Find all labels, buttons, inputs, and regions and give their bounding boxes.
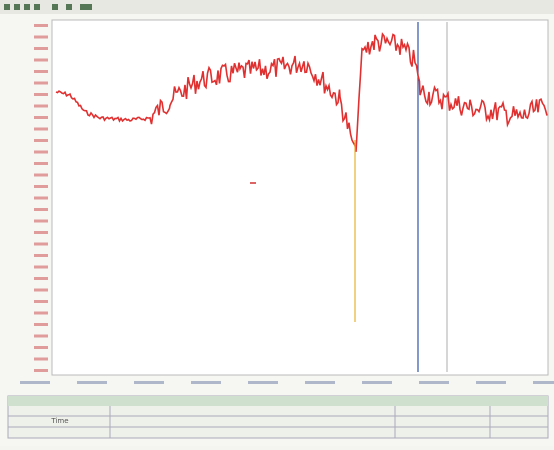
y-label-placeholder: [34, 24, 48, 27]
y-label-placeholder: [34, 82, 48, 85]
icon[interactable]: [52, 4, 58, 10]
y-label-placeholder: [34, 277, 48, 280]
x-label-placeholder: [476, 381, 506, 384]
y-label-placeholder: [34, 151, 48, 154]
x-label-placeholder: [248, 381, 278, 384]
y-label-placeholder: [34, 116, 48, 119]
icon[interactable]: [24, 4, 30, 10]
x-label-placeholder: [77, 381, 107, 384]
x-label-placeholder: [533, 381, 554, 384]
x-label-placeholder: [191, 381, 221, 384]
icon[interactable]: [34, 4, 40, 10]
icon[interactable]: [66, 4, 72, 10]
y-label-placeholder: [34, 208, 48, 211]
y-label-placeholder: [34, 254, 48, 257]
y-label-placeholder: [34, 70, 48, 73]
y-label-placeholder: [34, 174, 48, 177]
x-label-placeholder: [20, 381, 50, 384]
x-label-placeholder: [419, 381, 449, 384]
y-label-placeholder: [34, 220, 48, 223]
y-label-placeholder: [34, 358, 48, 361]
y-label-placeholder: [34, 139, 48, 142]
y-label-placeholder: [34, 243, 48, 246]
screen: Time: [0, 0, 554, 446]
y-label-placeholder: [34, 162, 48, 165]
y-label-placeholder: [34, 346, 48, 349]
y-label-placeholder: [34, 185, 48, 188]
y-label-placeholder: [34, 323, 48, 326]
y-label-placeholder: [34, 289, 48, 292]
y-label-placeholder: [34, 128, 48, 131]
y-label-placeholder: [34, 231, 48, 234]
y-label-placeholder: [34, 59, 48, 62]
y-label-placeholder: [34, 266, 48, 269]
x-label-placeholder: [305, 381, 335, 384]
y-label-placeholder: [34, 335, 48, 338]
y-label-placeholder: [34, 36, 48, 39]
table-strip: [8, 396, 548, 406]
y-label-placeholder: [34, 105, 48, 108]
plot-area: [52, 20, 548, 375]
y-label-placeholder: [34, 197, 48, 200]
icon[interactable]: [80, 4, 92, 10]
y-label-placeholder: [34, 312, 48, 315]
y-label-placeholder: [34, 47, 48, 50]
y-label-placeholder: [34, 93, 48, 96]
page: Time (() => { const data = JSON.parse(do…: [0, 0, 554, 446]
x-label-placeholder: [362, 381, 392, 384]
icon[interactable]: [4, 4, 10, 10]
x-label-placeholder: [134, 381, 164, 384]
y-label-placeholder: [34, 369, 48, 372]
y-label-placeholder: [34, 300, 48, 303]
icon[interactable]: [14, 4, 20, 10]
table-header: Time: [50, 417, 68, 425]
